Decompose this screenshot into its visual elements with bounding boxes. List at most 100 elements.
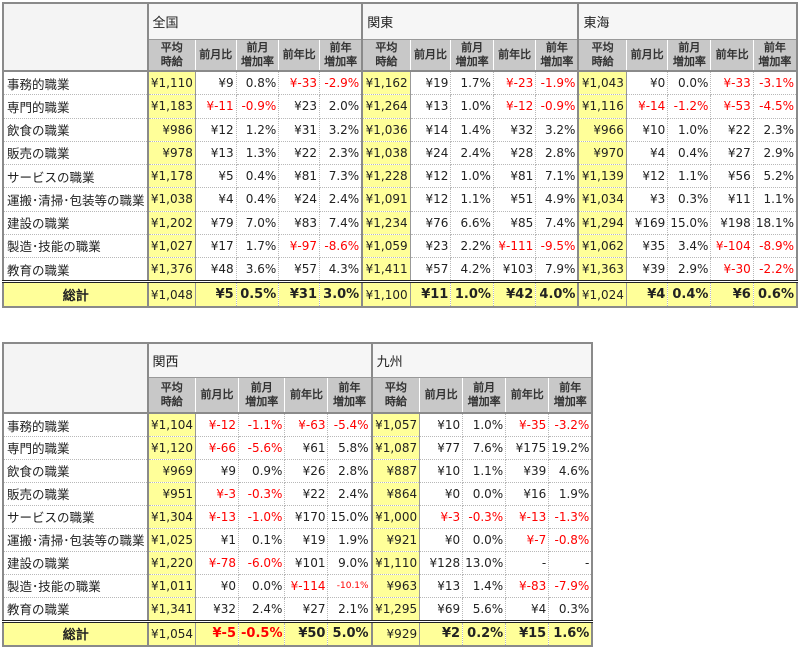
category-label: 教育の職業 bbox=[2, 596, 149, 622]
yoy-rate-cell: 7.9% bbox=[535, 257, 579, 283]
yoy-rate-cell: 18.1% bbox=[752, 210, 798, 235]
yoy-diff-cell: ¥22 bbox=[278, 140, 321, 166]
yoy-diff-cell: ¥-23 bbox=[492, 70, 537, 96]
mom-rate-cell: 5.6% bbox=[462, 596, 507, 622]
yoy-diff-cell: ¥-53 bbox=[710, 94, 754, 119]
yoy-diff-cell: ¥-97 bbox=[278, 233, 321, 259]
mom-rate-header: 前月 増加率 bbox=[462, 376, 507, 414]
table-row: 販売の職業 ¥951 ¥-3 -0.3% ¥22 2.4% ¥864 ¥0 0.0% ¥16 1.9… bbox=[2, 481, 593, 506]
yoy-rate-cell: 2.3% bbox=[319, 140, 363, 166]
yoy-rate-cell: -1.3% bbox=[548, 504, 593, 529]
avg-wage-cell: ¥1,363 bbox=[577, 257, 627, 283]
mom-rate-cell: 0.4% bbox=[235, 187, 280, 212]
yoy-rate-header: 前年 増加率 bbox=[535, 38, 579, 72]
yoy-rate-cell: -2.2% bbox=[752, 257, 798, 283]
mom-rate-cell: 0.0% bbox=[667, 70, 712, 96]
yoy-diff-cell: ¥22 bbox=[710, 117, 754, 142]
table-row: 専門的職業 ¥1,183 ¥-11 -0.9% ¥23 2.0% ¥1,264 ¥13 1.0%… bbox=[2, 94, 798, 119]
total-yoy-rate-cell: 4.0% bbox=[535, 280, 579, 308]
yoy-rate-cell: 7.4% bbox=[319, 210, 363, 235]
yoy-diff-cell: ¥39 bbox=[505, 458, 550, 483]
avg-wage-cell: ¥1,228 bbox=[361, 164, 411, 189]
mom-rate-cell: 1.0% bbox=[450, 94, 494, 119]
yoy-rate-cell: 2.0% bbox=[319, 94, 363, 119]
mom-diff-cell: ¥10 bbox=[419, 412, 464, 438]
category-label: 運搬･清掃･包装等の職業 bbox=[2, 527, 149, 552]
category-label: 販売の職業 bbox=[2, 140, 149, 166]
total-avg-wage-cell: ¥1,054 bbox=[146, 619, 197, 647]
avg-wage-cell: ¥1,034 bbox=[577, 187, 627, 212]
yoy-rate-cell: 2.9% bbox=[752, 140, 798, 166]
total-yoy-rate-cell: 0.6% bbox=[752, 280, 798, 308]
avg-wage-cell: ¥970 bbox=[577, 140, 627, 166]
mom-diff-cell: ¥-78 bbox=[195, 550, 240, 575]
avg-wage-header: 平均 時給 bbox=[146, 376, 197, 414]
yoy-diff-cell: ¥170 bbox=[284, 504, 329, 529]
yoy-rate-cell: -0.8% bbox=[548, 527, 593, 552]
table-row: 事務的職業 ¥1,110 ¥9 0.8% ¥-33 -2.9% ¥1,162 ¥19 1.7% ¥… bbox=[2, 70, 798, 96]
mom-diff-cell: ¥3 bbox=[625, 187, 669, 212]
yoy-diff-cell: ¥83 bbox=[278, 210, 321, 235]
mom-rate-cell: 6.6% bbox=[450, 210, 494, 235]
total-label: 総計 bbox=[2, 280, 149, 308]
yoy-diff-cell: ¥-13 bbox=[505, 504, 550, 529]
mom-rate-cell: 1.2% bbox=[235, 117, 280, 142]
mom-rate-cell: 2.4% bbox=[450, 140, 494, 166]
avg-wage-cell: ¥1,087 bbox=[370, 436, 421, 460]
corner-cell bbox=[2, 2, 149, 72]
mom-rate-cell: 1.7% bbox=[450, 70, 494, 96]
avg-wage-cell: ¥1,234 bbox=[361, 210, 411, 235]
yoy-rate-cell: 1.9% bbox=[327, 527, 373, 552]
mom-rate-cell: 2.2% bbox=[450, 233, 494, 259]
total-yoy-diff-cell: ¥15 bbox=[505, 619, 550, 647]
total-yoy-rate-cell: 5.0% bbox=[327, 619, 373, 647]
avg-wage-cell: ¥1,027 bbox=[146, 233, 196, 259]
avg-wage-cell: ¥1,341 bbox=[146, 596, 197, 622]
yoy-rate-cell: - bbox=[548, 550, 593, 575]
yoy-rate-cell: 1.9% bbox=[548, 481, 593, 506]
category-label: 運搬･清掃･包装等の職業 bbox=[2, 187, 149, 212]
mom-diff-header: 前月比 bbox=[409, 38, 452, 72]
wage-table-1: 全国 関東 東海 平均 時給 前月比 前月 増加率 前年比 前年 増加率 平均 時給 前月比 前月 … bbox=[2, 2, 798, 308]
region-header-row: 関西 九州 bbox=[2, 342, 593, 414]
avg-wage-cell: ¥1,062 bbox=[577, 233, 627, 259]
mom-diff-cell: ¥0 bbox=[195, 573, 240, 598]
total-yoy-diff-cell: ¥42 bbox=[492, 280, 537, 308]
mom-diff-cell: ¥-14 bbox=[625, 94, 669, 119]
yoy-rate-cell: -9.5% bbox=[535, 233, 579, 259]
mom-diff-cell: ¥17 bbox=[194, 233, 237, 259]
yoy-diff-cell: ¥-63 bbox=[284, 412, 329, 438]
yoy-rate-cell: -4.5% bbox=[752, 94, 798, 119]
mom-diff-cell: ¥12 bbox=[409, 164, 452, 189]
avg-wage-cell: ¥1,104 bbox=[146, 412, 197, 438]
mom-diff-cell: ¥1 bbox=[195, 527, 240, 552]
total-mom-diff-cell: ¥-5 bbox=[195, 619, 240, 647]
yoy-diff-cell: ¥-33 bbox=[278, 70, 321, 96]
mom-diff-cell: ¥35 bbox=[625, 233, 669, 259]
mom-diff-cell: ¥12 bbox=[194, 117, 237, 142]
avg-wage-cell: ¥1,043 bbox=[577, 70, 627, 96]
category-label: サービスの職業 bbox=[2, 164, 149, 189]
avg-wage-cell: ¥1,120 bbox=[146, 436, 197, 460]
yoy-diff-cell: ¥-12 bbox=[492, 94, 537, 119]
table-row: 建設の職業 ¥1,202 ¥79 7.0% ¥83 7.4% ¥1,234 ¥76 6.6% ¥8… bbox=[2, 210, 798, 235]
mom-diff-cell: ¥4 bbox=[625, 140, 669, 166]
yoy-diff-cell: ¥-104 bbox=[710, 233, 754, 259]
yoy-rate-cell: -2.9% bbox=[319, 70, 363, 96]
yoy-diff-cell: - bbox=[505, 550, 550, 575]
category-label: 事務的職業 bbox=[2, 412, 149, 438]
mom-rate-cell: 0.0% bbox=[462, 527, 507, 552]
yoy-diff-cell: ¥61 bbox=[284, 436, 329, 460]
yoy-rate-cell: 19.2% bbox=[548, 436, 593, 460]
mom-diff-cell: ¥24 bbox=[409, 140, 452, 166]
avg-wage-cell: ¥1,162 bbox=[361, 70, 411, 96]
mom-rate-cell: 7.0% bbox=[235, 210, 280, 235]
column-header-row: 平均 時給 前月比 前月 増加率 前年比 前年 増加率 平均 時給 前月比 前月 増加率 前年比… bbox=[3, 38, 798, 72]
mom-rate-cell: 1.3% bbox=[235, 140, 280, 166]
yoy-rate-cell: -8.9% bbox=[752, 233, 798, 259]
avg-wage-cell: ¥1,038 bbox=[361, 140, 411, 166]
yoy-diff-cell: ¥19 bbox=[284, 527, 329, 552]
mom-diff-cell: ¥39 bbox=[625, 257, 669, 283]
table-row: 製造･技能の職業 ¥1,011 ¥0 0.0% ¥-114 -10.1% ¥963 ¥13 1.… bbox=[2, 573, 593, 598]
yoy-rate-cell: 2.4% bbox=[327, 481, 373, 506]
